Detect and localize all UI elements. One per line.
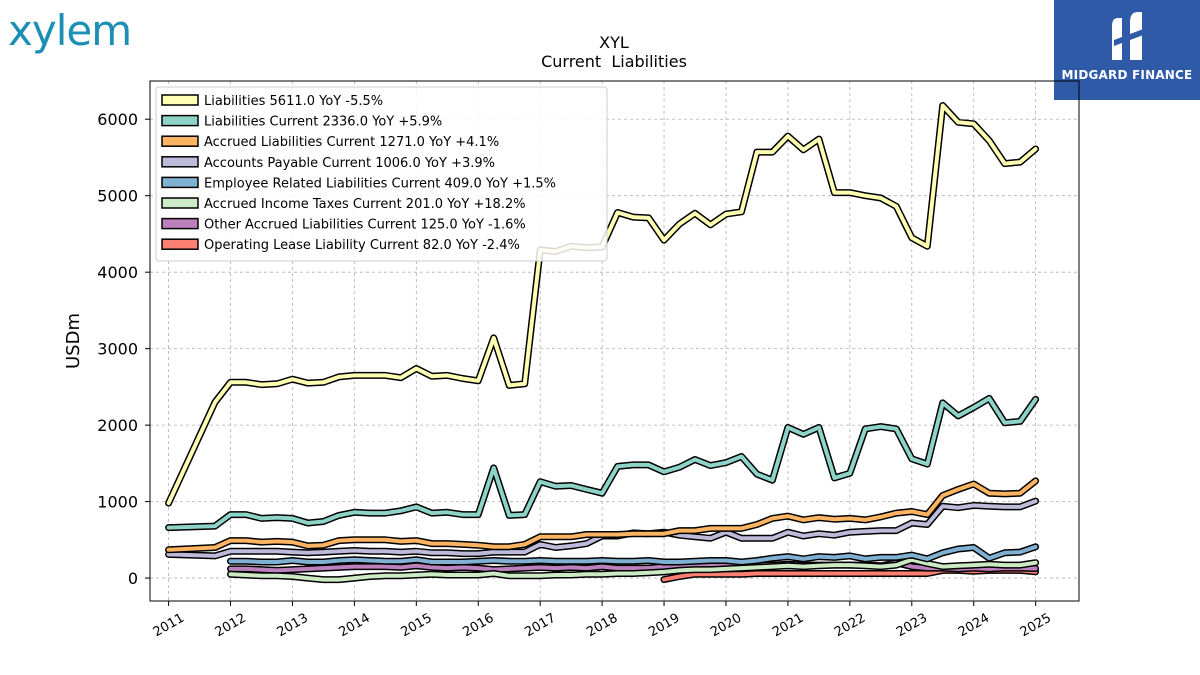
legend-swatch <box>161 197 199 209</box>
chart-subtitle: Current Liabilities <box>541 52 687 71</box>
badge-text: MIDGARD FINANCE <box>1061 68 1193 82</box>
x-tick-label: 2019 <box>646 611 682 641</box>
y-tick-label: 4000 <box>97 263 138 282</box>
y-tick-label: 1000 <box>97 493 138 512</box>
series-line <box>228 557 1038 582</box>
x-tick-label: 2021 <box>770 611 806 641</box>
legend-item: Other Accrued Liabilities Current 125.0 … <box>161 217 526 233</box>
legend-item: Accrued Liabilities Current 1271.0 YoY +… <box>161 135 499 150</box>
series-line <box>166 396 1038 530</box>
y-axis-label: USDm <box>63 313 84 369</box>
legend-swatch <box>161 176 199 189</box>
legend-label: Other Accrued Liabilities Current 125.0 … <box>204 218 526 233</box>
legend-swatch <box>161 114 199 127</box>
legend-item: Employee Related Liabilities Current 409… <box>161 176 556 191</box>
legend: Liabilities 5611.0 YoY -5.5% Liabilities … <box>155 86 608 262</box>
legend-label: Accounts Payable Current 1006.0 YoY +3.9… <box>204 156 495 171</box>
series-line <box>166 103 1038 506</box>
x-tick-label: 2016 <box>460 611 496 641</box>
legend-label: Accrued Liabilities Current 1271.0 YoY +… <box>204 135 499 150</box>
legend-item: Liabilities 5611.0 YoY -5.5% <box>161 94 383 109</box>
legend-swatch <box>161 238 199 250</box>
brand-badge: MIDGARD FINANCE <box>1054 0 1200 100</box>
badge-mark-icon <box>1112 12 1146 60</box>
series-employee-related-liabilities-current <box>227 543 1040 566</box>
legend-item: Accrued Income Taxes Current 201.0 YoY +… <box>161 197 526 212</box>
series-accrued-income-taxes-current <box>227 556 1040 584</box>
legend-label: Accrued Income Taxes Current 201.0 YoY +… <box>204 197 526 212</box>
x-tick-label: 2025 <box>1018 611 1054 641</box>
x-tick-label: 2011 <box>151 611 187 641</box>
y-tick-label: 3000 <box>97 340 138 359</box>
series-line <box>228 544 1038 564</box>
x-tick-label: 2015 <box>398 611 434 641</box>
series-liabilities-current <box>165 394 1040 532</box>
series-accrued-liabilities-current <box>165 477 1040 554</box>
x-tick-label: 2020 <box>708 611 744 641</box>
x-tick-label: 2013 <box>275 611 311 641</box>
plot-frame <box>149 80 1080 602</box>
y-tick-label: 0 <box>128 569 138 588</box>
x-tick-label: 2024 <box>956 611 992 641</box>
legend-label: Employee Related Liabilities Current 409… <box>204 176 556 191</box>
y-tick-label: 6000 <box>97 110 138 129</box>
x-tick-label: 2014 <box>337 611 373 641</box>
x-tick-label: 2022 <box>832 611 868 641</box>
y-tick-label: 2000 <box>97 416 138 435</box>
x-tick-label: 2017 <box>522 611 558 641</box>
x-tick-label: 2018 <box>584 611 620 641</box>
legend-label: Liabilities 5611.0 YoY -5.5% <box>204 94 383 109</box>
legend-swatch <box>161 217 199 230</box>
series-line <box>166 478 1038 552</box>
x-tick-label: 2012 <box>213 611 249 641</box>
legend-item: Operating Lease Liability Current 82.0 Y… <box>161 238 520 253</box>
legend-swatch <box>161 94 199 106</box>
y-tick-label: 5000 <box>97 187 138 206</box>
legend-swatch <box>161 156 199 168</box>
x-tick-label: 2023 <box>894 611 930 641</box>
legend-item: Liabilities Current 2336.0 YoY +5.9% <box>161 114 442 130</box>
series-liabilities <box>165 102 1040 507</box>
legend-swatch <box>161 135 199 147</box>
x-axis: 2011 2012 2013 2014 2015 2016 2017 2018 2019 2020… <box>151 601 1054 640</box>
legend-item: Accounts Payable Current 1006.0 YoY +3.9… <box>161 156 495 171</box>
series-layer <box>165 102 1040 584</box>
y-axis: 0 1000 2000 3000 4000 5000 6000 <box>97 110 150 588</box>
chart-title: XYL <box>599 33 629 52</box>
legend-box <box>155 86 608 262</box>
brand-logo: xylem <box>8 6 132 55</box>
legend-label: Operating Lease Liability Current 82.0 Y… <box>204 238 520 253</box>
legend-label: Liabilities Current 2336.0 YoY +5.9% <box>204 115 442 130</box>
